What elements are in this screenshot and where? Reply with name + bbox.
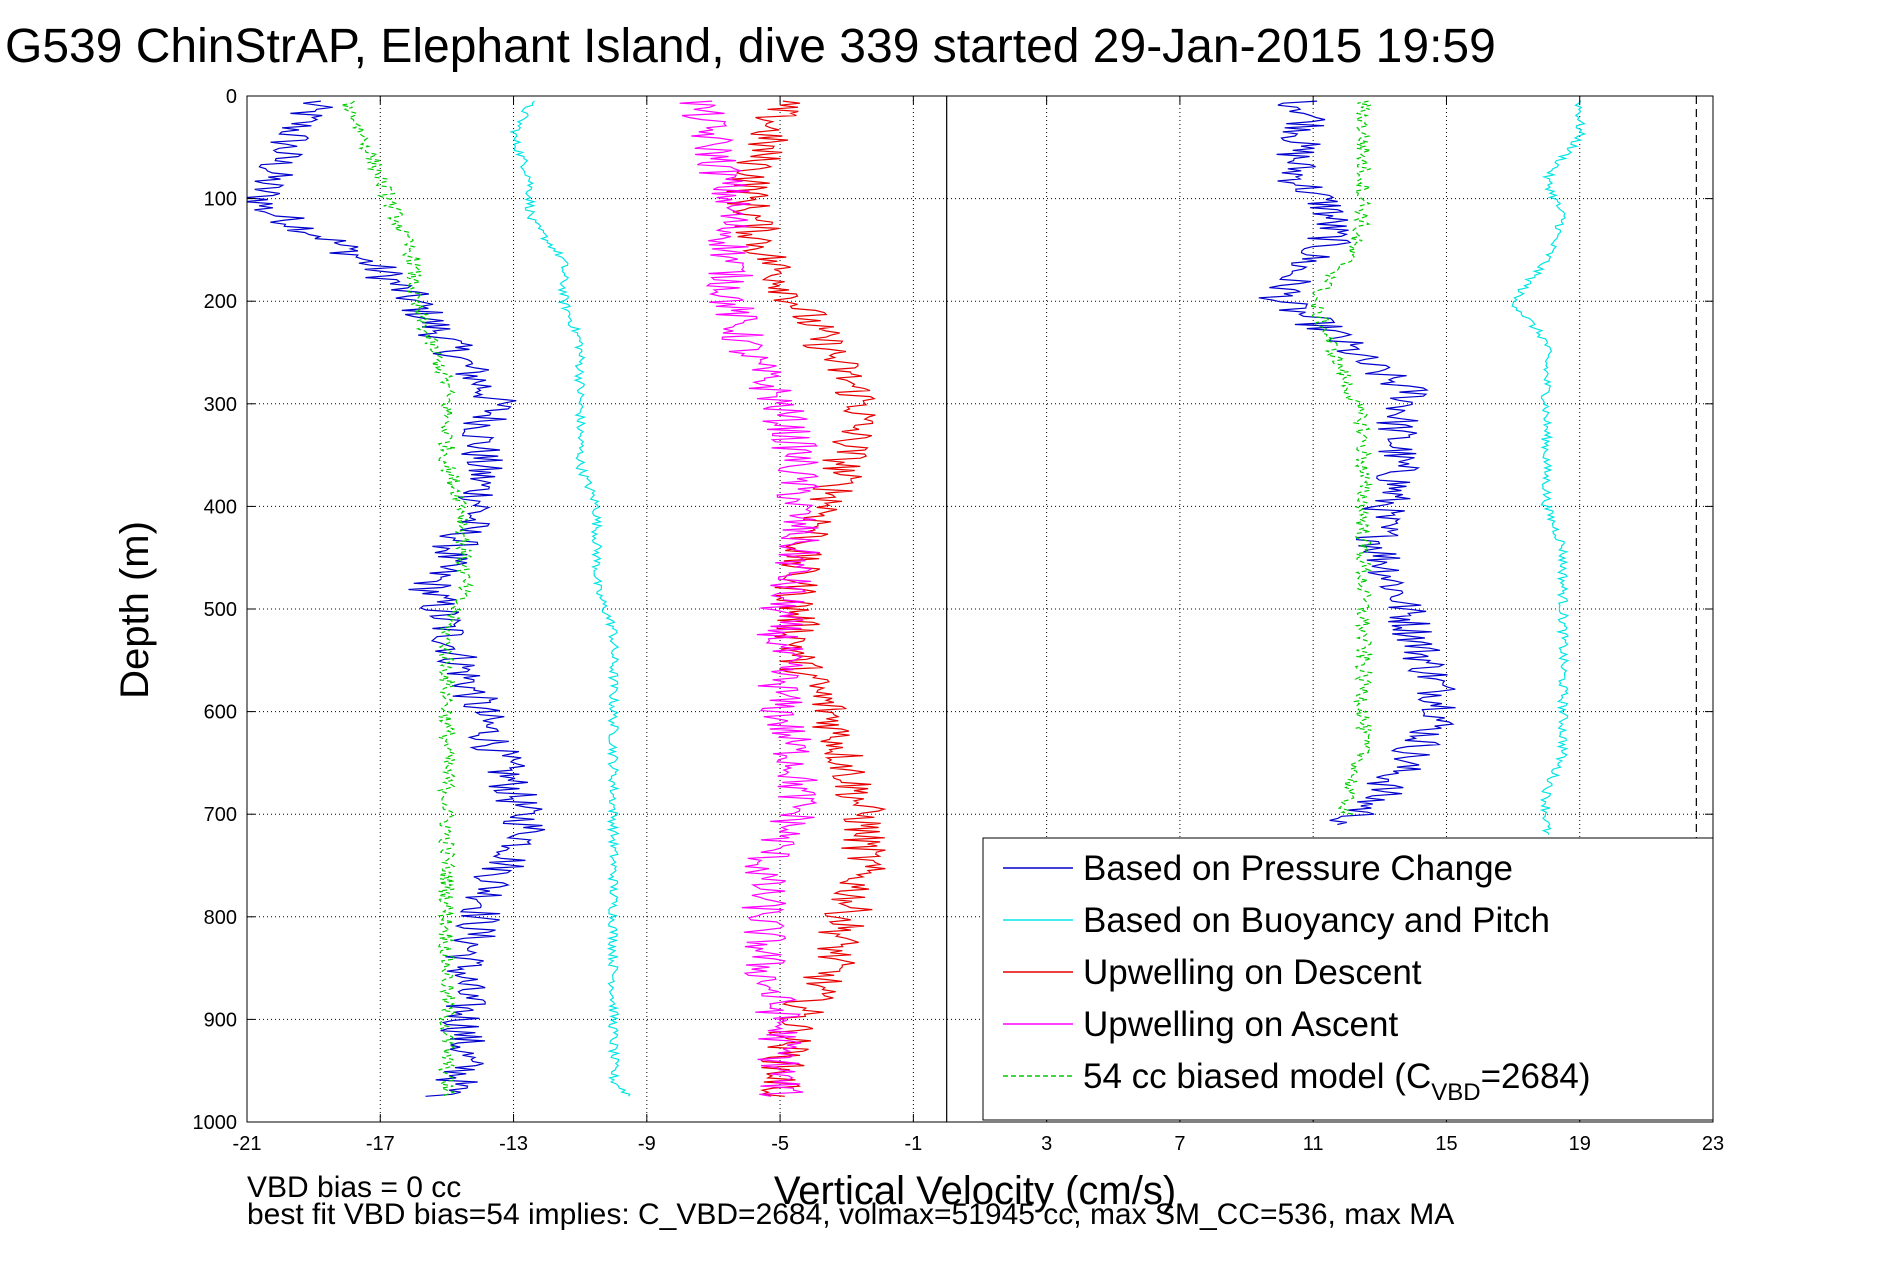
y-tick-label: 600 <box>204 702 237 724</box>
y-tick-label: 0 <box>226 86 237 108</box>
series-line <box>679 100 820 1097</box>
series-line <box>247 100 546 1097</box>
y-tick-label: 300 <box>204 394 237 416</box>
y-tick-label: 200 <box>204 291 237 313</box>
x-tick-label: -9 <box>638 1133 656 1155</box>
series-line <box>726 100 887 1097</box>
x-tick-label: 11 <box>1303 1133 1324 1155</box>
x-tick-label: 7 <box>1174 1133 1185 1155</box>
series-line <box>1511 100 1587 835</box>
axes: -21 -17 -13 -9 -5 -1 3 7 11 15 19 23010020030040050… <box>193 86 1725 1155</box>
vbd-bias-annotation: VBD bias = 0 cc <box>247 1171 462 1204</box>
series-line <box>1258 100 1456 826</box>
y-tick-label: 700 <box>204 804 237 826</box>
y-tick-label: 900 <box>204 1009 237 1031</box>
x-tick-label: -1 <box>904 1133 922 1155</box>
y-axis-label: Depth (m) <box>113 521 157 699</box>
x-tick-label: -5 <box>771 1133 789 1155</box>
legend: Based on Pressure Change Based on Buoyanc… <box>982 837 1714 1121</box>
best-fit-annotation: best fit VBD bias=54 implies: C_VBD=2684… <box>247 1198 1455 1231</box>
x-tick-label: -21 <box>233 1133 262 1155</box>
x-tick-label: 15 <box>1435 1133 1457 1155</box>
y-tick-label: 1000 <box>193 1112 238 1134</box>
y-tick-label: 500 <box>204 599 237 621</box>
axes-box <box>246 95 1714 1123</box>
legend-label: Based on Buoyancy and Pitch <box>1083 901 1550 940</box>
chart-title: G539 ChinStrAP, Elephant Island, dive 33… <box>5 20 1496 73</box>
legend-label: Upwelling on Descent <box>1083 953 1422 992</box>
x-tick-label: 3 <box>1041 1133 1052 1155</box>
legend-label: Upwelling on Ascent <box>1083 1005 1398 1044</box>
x-tick-label: 19 <box>1569 1133 1591 1155</box>
x-tick-label: 23 <box>1702 1133 1724 1155</box>
x-tick-label: -13 <box>499 1133 528 1155</box>
y-tick-label: 100 <box>204 189 237 211</box>
y-tick-label: 400 <box>204 496 237 518</box>
series-line <box>1309 100 1374 815</box>
legend-label: Based on Pressure Change <box>1083 849 1513 888</box>
y-tick-label: 800 <box>204 907 237 929</box>
series-group <box>247 96 1697 1122</box>
legend-label: 54 cc biased model (CVBD=2684) <box>1083 1057 1591 1106</box>
series-line <box>509 100 631 1097</box>
series-line <box>341 100 475 1097</box>
x-tick-label: -17 <box>366 1133 395 1155</box>
x-axis-label: Vertical Velocity (cm/s) <box>774 1169 1176 1213</box>
legend-box <box>982 837 1714 1121</box>
